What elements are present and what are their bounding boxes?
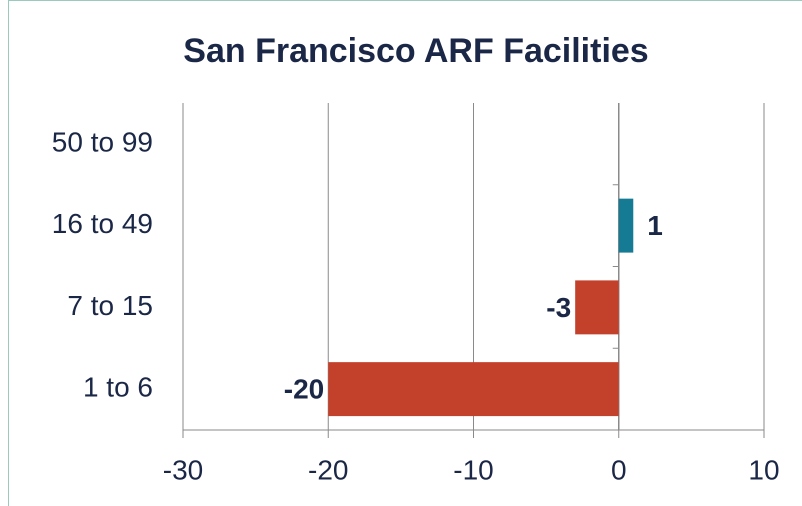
y-tick-label: 16 to 49 bbox=[52, 208, 153, 239]
chart-title: San Francisco ARF Facilities bbox=[183, 32, 648, 70]
bar bbox=[328, 362, 619, 417]
x-tick-label: -30 bbox=[163, 454, 203, 485]
y-tick-label: 50 to 99 bbox=[52, 126, 153, 157]
bar bbox=[575, 280, 619, 335]
x-tick-label: 10 bbox=[748, 454, 779, 485]
x-tick-label: -10 bbox=[453, 454, 493, 485]
y-tick-label: 1 to 6 bbox=[83, 372, 153, 403]
x-tick-label: -20 bbox=[308, 454, 348, 485]
data-label: -3 bbox=[546, 292, 571, 323]
data-label: 1 bbox=[647, 210, 663, 241]
data-label: -20 bbox=[284, 374, 324, 405]
x-tick-label: 0 bbox=[611, 454, 627, 485]
bar bbox=[618, 198, 634, 253]
y-tick-label: 7 to 15 bbox=[67, 290, 153, 321]
chart-border bbox=[8, 0, 802, 506]
